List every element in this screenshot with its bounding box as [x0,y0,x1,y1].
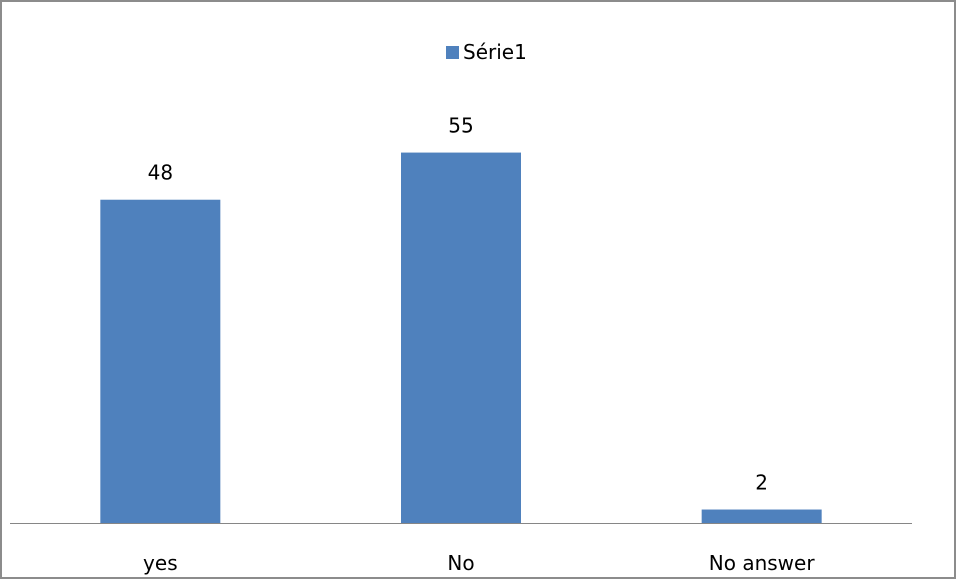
legend-label-serie1: Série1 [463,40,527,64]
bar-no-answer [701,509,822,523]
data-label-no: 55 [448,114,473,138]
bar-yes [100,199,221,523]
x-tick-label-yes: yes [143,551,178,575]
legend: Série1 [446,39,527,65]
x-tick-label-no: No [447,551,474,575]
bar-no [401,152,521,523]
x-tick-label-no-answer: No answer [709,551,816,575]
legend-swatch-serie1 [446,45,459,59]
data-label-no-answer: 2 [755,471,768,495]
data-label-yes: 48 [148,161,173,185]
